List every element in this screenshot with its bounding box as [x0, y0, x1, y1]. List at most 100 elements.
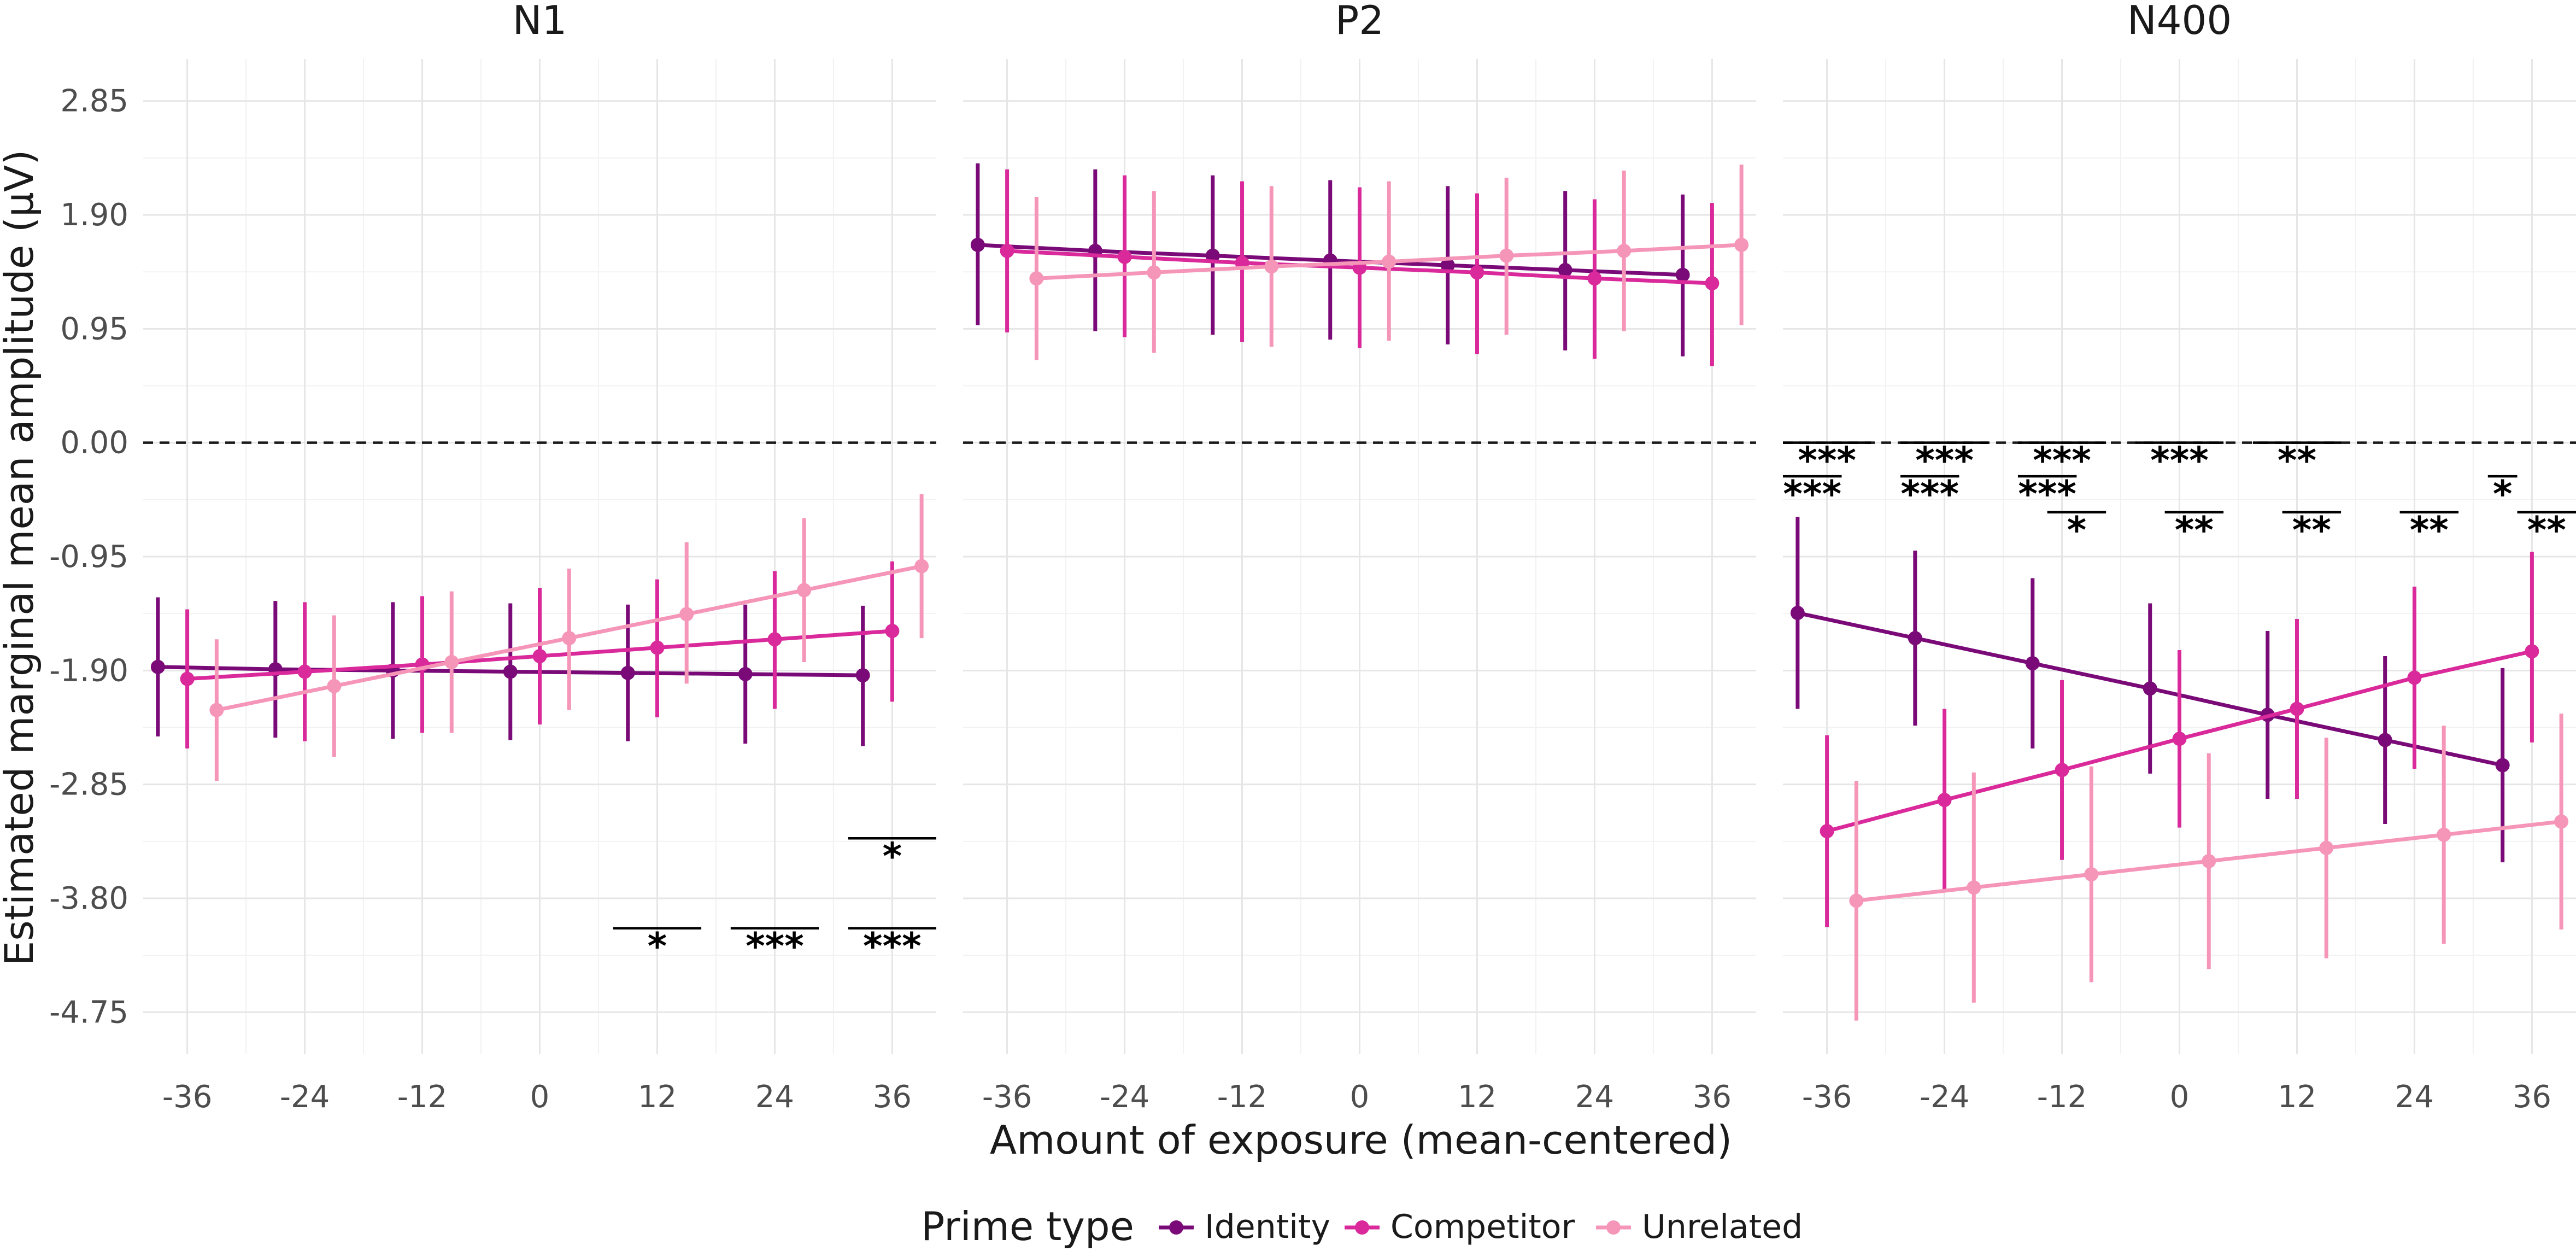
data-point [1205, 248, 1220, 263]
x-tick-label: 0 [530, 1079, 550, 1115]
panel-title: P2 [1335, 0, 1384, 43]
data-point [209, 703, 224, 717]
data-point [1734, 237, 1749, 252]
data-point [767, 632, 782, 647]
data-point [2290, 701, 2304, 716]
x-tick-label: -12 [2037, 1079, 2087, 1115]
significance-label: *** [1900, 473, 1959, 516]
series-competitor [1820, 552, 2539, 927]
legend-entry-competitor: Competitor [1345, 1208, 1575, 1246]
data-point [650, 640, 665, 655]
x-tick-label: -12 [1217, 1079, 1267, 1115]
x-axis-label: Amount of exposure (mean-centered) [990, 1117, 1732, 1163]
y-tick-label: -4.75 [49, 995, 128, 1030]
significance-label: *** [746, 925, 804, 968]
y-tick-label: 2.85 [60, 84, 128, 119]
y-tick-label: 0.95 [60, 311, 128, 347]
panels: N1-36 -24 -12 0 12 24 36** *** ***P2-36 -24 -12 0 12… [49, 0, 2576, 1115]
series-competitor [180, 561, 900, 749]
significance-label: ** [2292, 509, 2331, 552]
data-point [2407, 670, 2422, 685]
data-point [2319, 840, 2334, 855]
data-point [1967, 880, 1981, 895]
data-point [1937, 793, 1952, 808]
data-point [1117, 249, 1132, 264]
data-point [1440, 258, 1455, 273]
y-tick-label: 0.00 [60, 425, 128, 461]
series-unrelated [209, 494, 929, 781]
data-point [797, 583, 812, 598]
series-unrelated [1029, 164, 1749, 360]
x-tick-label: -24 [1920, 1079, 1969, 1115]
x-tick-label: 36 [2513, 1079, 2551, 1115]
data-point [503, 664, 518, 679]
legend-key-point [1169, 1220, 1183, 1235]
significance-label: ** [2175, 509, 2214, 552]
data-point [1499, 248, 1514, 263]
panel-title: N400 [2127, 0, 2232, 43]
data-point [327, 679, 342, 693]
data-point [1382, 254, 1396, 269]
data-point [738, 666, 753, 681]
significance-label: *** [1783, 473, 1841, 516]
data-point [2084, 867, 2099, 882]
data-point [2495, 758, 2510, 773]
y-axis-label: Estimated marginal mean amplitude (µV) [0, 150, 42, 966]
x-tick-label: 0 [1350, 1079, 1370, 1115]
x-tick-label: 24 [1575, 1079, 1614, 1115]
data-point [1029, 271, 1044, 286]
data-point [1790, 606, 1805, 621]
data-point [1849, 893, 1864, 908]
data-point [1558, 262, 1572, 277]
data-point [2378, 733, 2392, 747]
x-tick-label: -36 [1802, 1079, 1852, 1115]
x-tick-label: -12 [397, 1079, 447, 1115]
data-point [1820, 824, 1834, 839]
significance-label: * [2493, 473, 2513, 516]
data-point [1000, 243, 1014, 258]
data-point [2172, 732, 2187, 746]
data-point [970, 237, 985, 252]
x-tick-label: 36 [873, 1079, 912, 1115]
legend-label: Unrelated [1642, 1208, 1803, 1246]
x-tick-label: -36 [982, 1079, 1032, 1115]
panel-title: N1 [513, 0, 567, 43]
panel-n400: N400-36 -24 -12 0 12 24 36*** *** *** *** ***** ***… [1783, 0, 2576, 1115]
data-point [444, 654, 459, 669]
data-point [1264, 259, 1279, 274]
legend-key-point [1606, 1220, 1621, 1235]
data-point [2554, 814, 2569, 829]
x-tick-label: 36 [1693, 1079, 1732, 1115]
panel-n1: N1-36 -24 -12 0 12 24 36** *** *** [143, 0, 936, 1115]
x-tick-label: -24 [280, 1079, 330, 1115]
significance-label: ** [2410, 509, 2449, 552]
series-competitor [1000, 169, 1720, 366]
data-point [1705, 276, 1720, 291]
data-point [532, 649, 547, 663]
x-tick-label: -36 [162, 1079, 212, 1115]
data-point [885, 623, 900, 638]
data-point [1470, 265, 1484, 280]
data-point [2437, 827, 2451, 842]
x-tick-label: 24 [755, 1079, 794, 1115]
data-point [1908, 631, 1922, 646]
y-tick-label: -2.85 [49, 767, 128, 803]
series-identity [970, 163, 1690, 356]
data-point [855, 668, 870, 683]
data-point [2055, 763, 2069, 777]
significance-label: * [648, 925, 667, 968]
legend-label: Identity [1205, 1208, 1330, 1246]
y-tick-label: 1.90 [60, 197, 128, 233]
significance-label: ** [2527, 509, 2566, 552]
data-point [297, 664, 312, 679]
legend-title: Prime type [921, 1203, 1134, 1249]
x-tick-label: -24 [1100, 1079, 1149, 1115]
legend-label: Competitor [1390, 1208, 1575, 1246]
significance-label: * [2067, 509, 2087, 552]
x-tick-label: 12 [2278, 1079, 2316, 1115]
data-point [1617, 243, 1632, 258]
x-tick-label: 24 [2395, 1079, 2434, 1115]
data-point [2525, 644, 2539, 659]
legend-entry-unrelated: Unrelated [1596, 1208, 1803, 1246]
